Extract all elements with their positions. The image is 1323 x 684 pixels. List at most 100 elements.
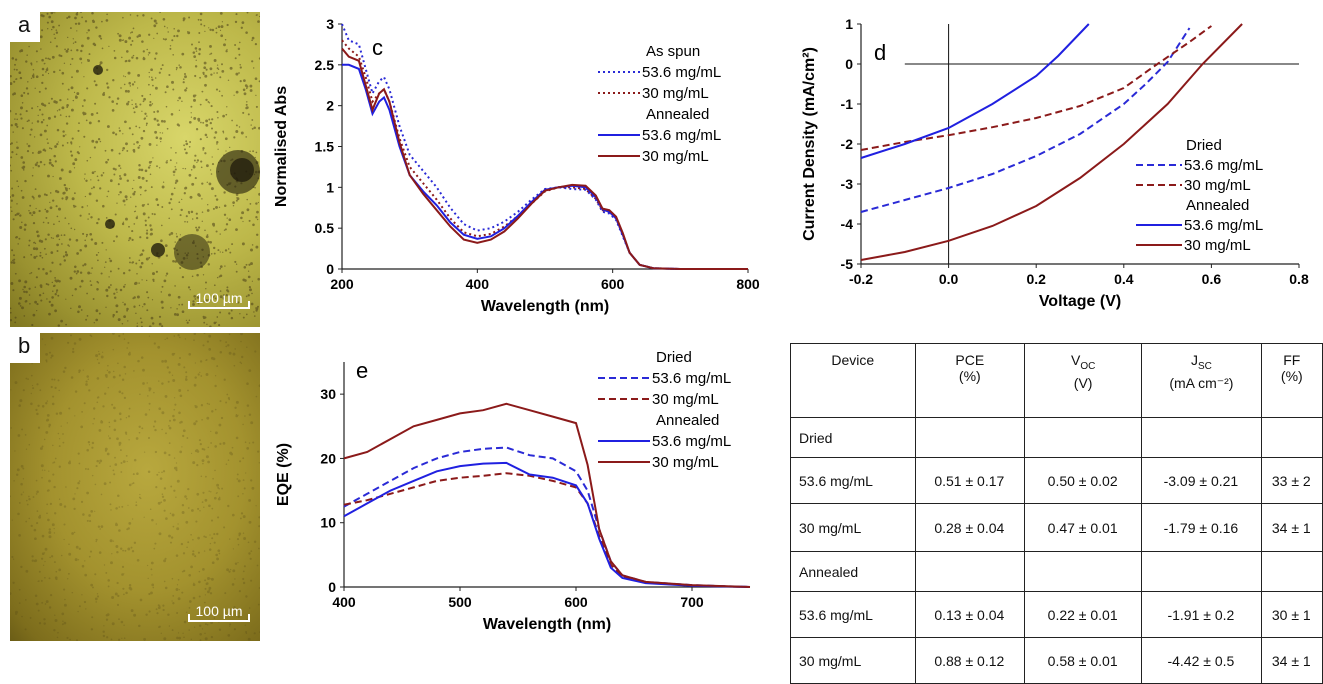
speckle xyxy=(252,150,255,153)
speckle xyxy=(138,496,141,499)
speckle xyxy=(184,88,187,92)
y-axis-label: EQE (%) xyxy=(275,443,292,506)
speckle xyxy=(226,568,230,572)
speckle xyxy=(26,150,30,153)
speckle xyxy=(31,151,34,154)
speckle xyxy=(45,272,48,275)
x-axis-label: Wavelength (nm) xyxy=(481,298,609,315)
speckle xyxy=(136,472,139,475)
speckle xyxy=(199,103,202,106)
speckle xyxy=(60,425,62,427)
speckle xyxy=(136,140,139,144)
series-line xyxy=(343,461,751,588)
speckle xyxy=(47,283,50,286)
speckle xyxy=(250,302,254,306)
speckle xyxy=(166,337,169,340)
speckle xyxy=(52,237,54,240)
speckle xyxy=(46,414,50,417)
speckle xyxy=(181,303,184,306)
speckle xyxy=(129,14,132,16)
speckle xyxy=(222,294,225,297)
speckle xyxy=(82,369,84,371)
speckle xyxy=(88,444,91,446)
speckle xyxy=(44,238,47,241)
speckle xyxy=(234,348,236,350)
speckle xyxy=(251,280,253,282)
speckle xyxy=(210,577,214,581)
speckle xyxy=(202,71,205,75)
speckle xyxy=(206,181,209,184)
speckle xyxy=(205,373,209,376)
speckle xyxy=(243,79,246,82)
speckle xyxy=(172,54,174,56)
speckle xyxy=(161,360,164,363)
speckle xyxy=(133,223,136,225)
speckle xyxy=(22,491,25,493)
speckle xyxy=(216,64,219,66)
speckle xyxy=(246,447,250,450)
speckle xyxy=(11,57,15,60)
speckle xyxy=(197,117,201,121)
speckle xyxy=(209,241,212,244)
speckle xyxy=(219,339,222,342)
speckle xyxy=(105,614,108,617)
x-tick-label: 700 xyxy=(680,594,704,610)
speckle xyxy=(156,144,158,146)
speckle xyxy=(23,228,27,231)
speckle xyxy=(97,251,100,254)
speckle xyxy=(122,333,125,335)
speckle xyxy=(96,280,99,283)
speckle xyxy=(15,610,18,614)
speckle xyxy=(210,252,213,255)
speckle xyxy=(198,52,201,56)
speckle xyxy=(70,307,72,310)
speckle xyxy=(69,276,73,280)
speckle xyxy=(222,251,224,253)
speckle xyxy=(174,403,177,406)
speckle xyxy=(174,285,176,287)
speckle xyxy=(135,262,138,265)
speckle xyxy=(45,253,47,255)
speckle xyxy=(237,414,239,416)
speckle xyxy=(151,574,153,576)
speckle xyxy=(88,53,91,56)
speckle xyxy=(151,322,155,325)
speckle xyxy=(16,212,20,216)
speckle xyxy=(245,136,248,138)
speckle xyxy=(113,296,117,299)
speckle xyxy=(35,75,39,78)
speckle xyxy=(18,588,21,591)
speckle xyxy=(124,40,128,44)
speckle xyxy=(124,549,127,552)
speckle xyxy=(255,151,258,154)
speckle xyxy=(48,606,52,609)
speckle xyxy=(161,185,165,189)
speckle xyxy=(227,290,230,293)
speckle xyxy=(225,463,228,465)
speckle xyxy=(50,236,53,239)
speckle xyxy=(234,260,237,263)
speckle xyxy=(31,214,34,217)
speckle xyxy=(258,525,260,528)
speckle xyxy=(160,300,164,304)
speckle xyxy=(74,265,77,269)
speckle xyxy=(46,503,49,506)
speckle xyxy=(157,604,160,607)
speckle xyxy=(93,146,97,149)
speckle xyxy=(50,147,53,150)
speckle xyxy=(56,279,60,283)
speckle xyxy=(172,259,175,263)
speckle xyxy=(171,600,173,602)
speckle xyxy=(68,461,71,465)
speckle xyxy=(50,163,54,167)
speckle xyxy=(190,534,192,536)
speckle xyxy=(151,212,154,215)
speckle xyxy=(18,534,21,537)
speckle xyxy=(180,208,183,212)
speckle xyxy=(94,510,96,512)
speckle xyxy=(258,587,260,589)
speckle xyxy=(148,51,151,54)
speckle xyxy=(224,249,228,252)
speckle xyxy=(208,504,211,508)
speckle xyxy=(195,420,198,423)
